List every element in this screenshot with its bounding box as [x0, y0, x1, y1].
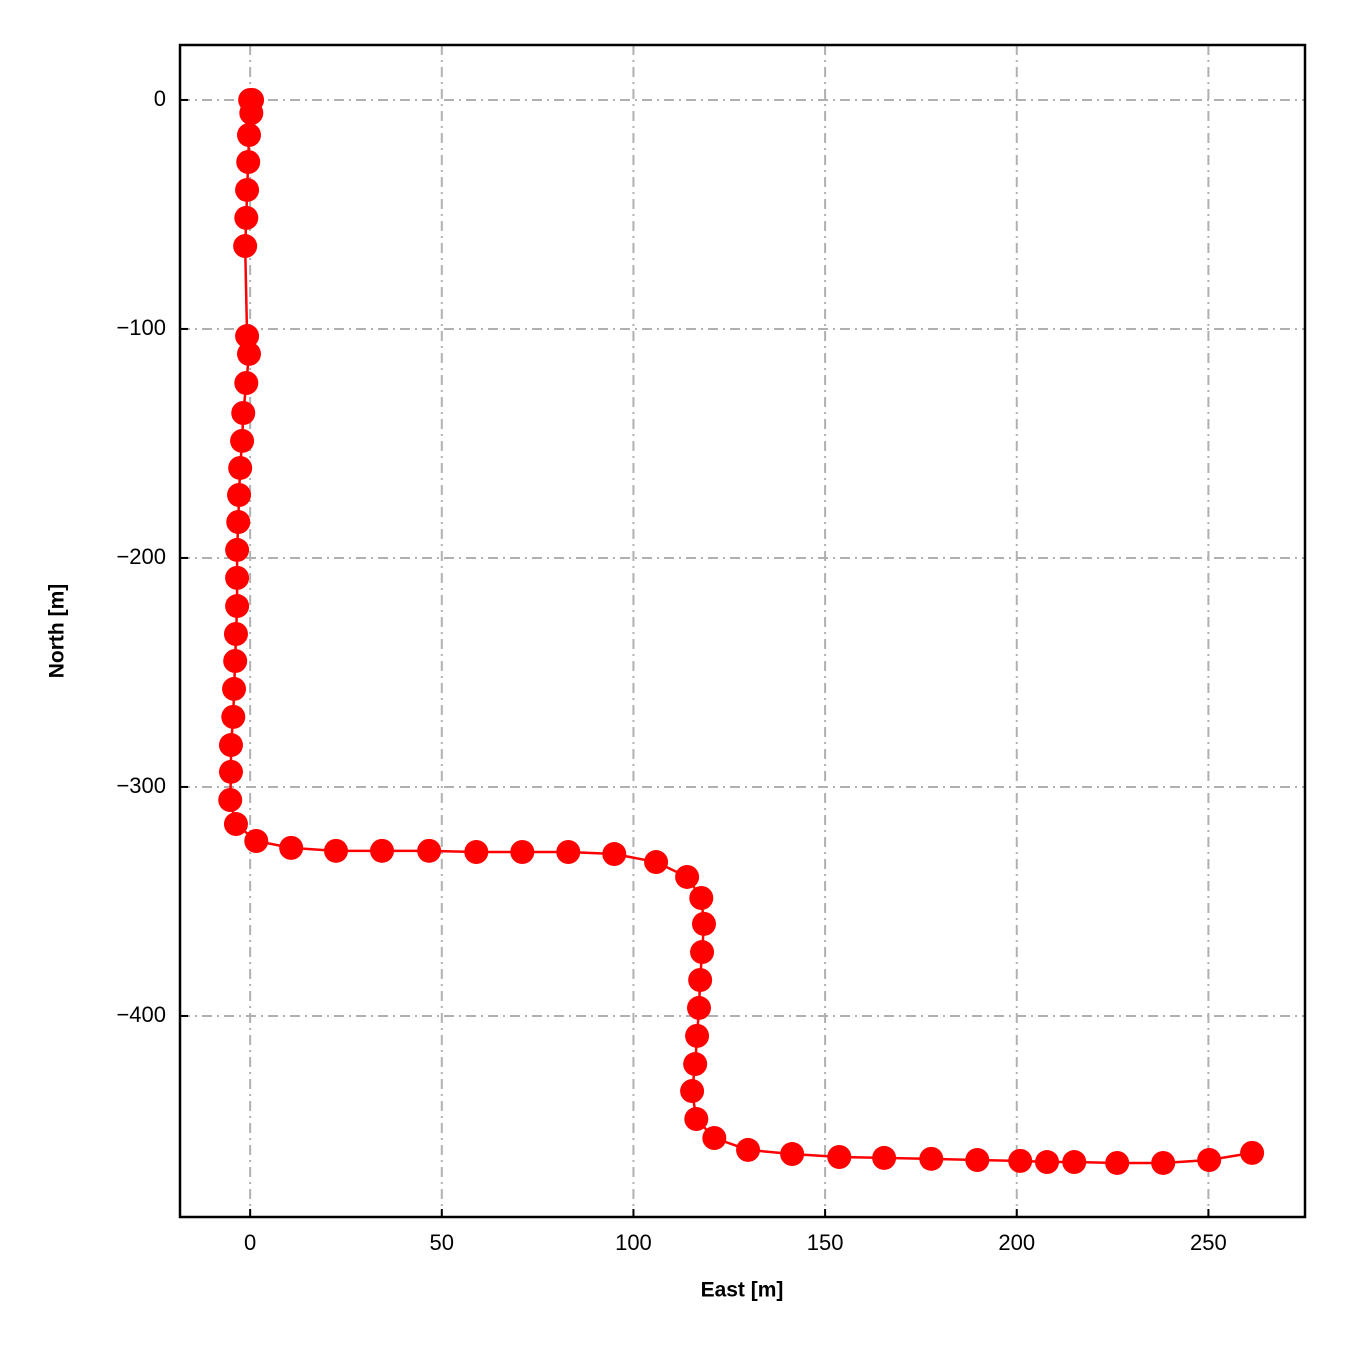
marker [1035, 1150, 1060, 1175]
marker [225, 537, 250, 562]
marker [686, 995, 711, 1020]
x-tick-label: 150 [807, 1230, 844, 1255]
marker [226, 509, 251, 534]
plot-frame [178, 43, 1307, 1219]
marker [218, 733, 243, 758]
x-tick-label: 200 [998, 1230, 1035, 1255]
marker [680, 1079, 705, 1104]
marker [827, 1145, 852, 1170]
marker [1062, 1150, 1087, 1175]
x-tick-label: 250 [1190, 1230, 1227, 1255]
line [228, 98, 1253, 1165]
marker [417, 838, 442, 863]
y-axis-label: North [m] [46, 584, 69, 678]
y-tick-label: −200 [116, 544, 166, 569]
marker [556, 839, 581, 864]
marker [1105, 1150, 1130, 1175]
x-axis-label: East [m] [701, 1279, 784, 1302]
marker [233, 234, 258, 259]
y-tick-label: −400 [116, 1002, 166, 1027]
marker [702, 1125, 727, 1150]
marker [235, 324, 260, 349]
marker [225, 565, 250, 590]
marker [736, 1137, 761, 1162]
marker [227, 482, 252, 507]
marker [234, 370, 259, 395]
marker [644, 850, 669, 875]
y-tick-label: −100 [116, 315, 166, 340]
marker [236, 150, 261, 175]
marker [222, 676, 247, 701]
marker [223, 648, 248, 673]
marker [279, 835, 304, 860]
marker [510, 839, 535, 864]
marker [324, 838, 349, 863]
y-tick-label: 0 [154, 86, 166, 111]
marker [685, 1023, 710, 1048]
marker [223, 812, 248, 837]
marker [236, 341, 261, 366]
marker [244, 828, 269, 853]
marker [691, 911, 716, 936]
marker [919, 1146, 944, 1171]
marker [675, 864, 700, 889]
marker [1151, 1150, 1176, 1175]
marker [234, 205, 259, 230]
y-tick-label: −300 [116, 773, 166, 798]
marker [464, 839, 489, 864]
marker [780, 1142, 805, 1167]
marker [1240, 1140, 1265, 1165]
marker [228, 455, 253, 480]
x-tick-label: 50 [430, 1230, 454, 1255]
marker [218, 787, 243, 812]
marker [1008, 1148, 1033, 1173]
marker [230, 428, 255, 453]
marker [221, 704, 246, 729]
marker [239, 101, 264, 126]
marker [236, 122, 261, 147]
marker [231, 400, 256, 425]
x-tick-label: 100 [615, 1230, 652, 1255]
marker [223, 621, 248, 646]
marker [225, 594, 250, 619]
marker [1197, 1147, 1222, 1172]
marker [235, 177, 260, 202]
marker [689, 886, 714, 911]
marker [218, 759, 243, 784]
marker [688, 967, 713, 992]
marker [602, 842, 627, 867]
marker [965, 1147, 990, 1172]
x-tick-label: 0 [244, 1230, 256, 1255]
marker [684, 1106, 709, 1131]
marker [370, 838, 395, 863]
marker [683, 1052, 708, 1077]
marker [690, 940, 715, 965]
marker [872, 1145, 897, 1170]
